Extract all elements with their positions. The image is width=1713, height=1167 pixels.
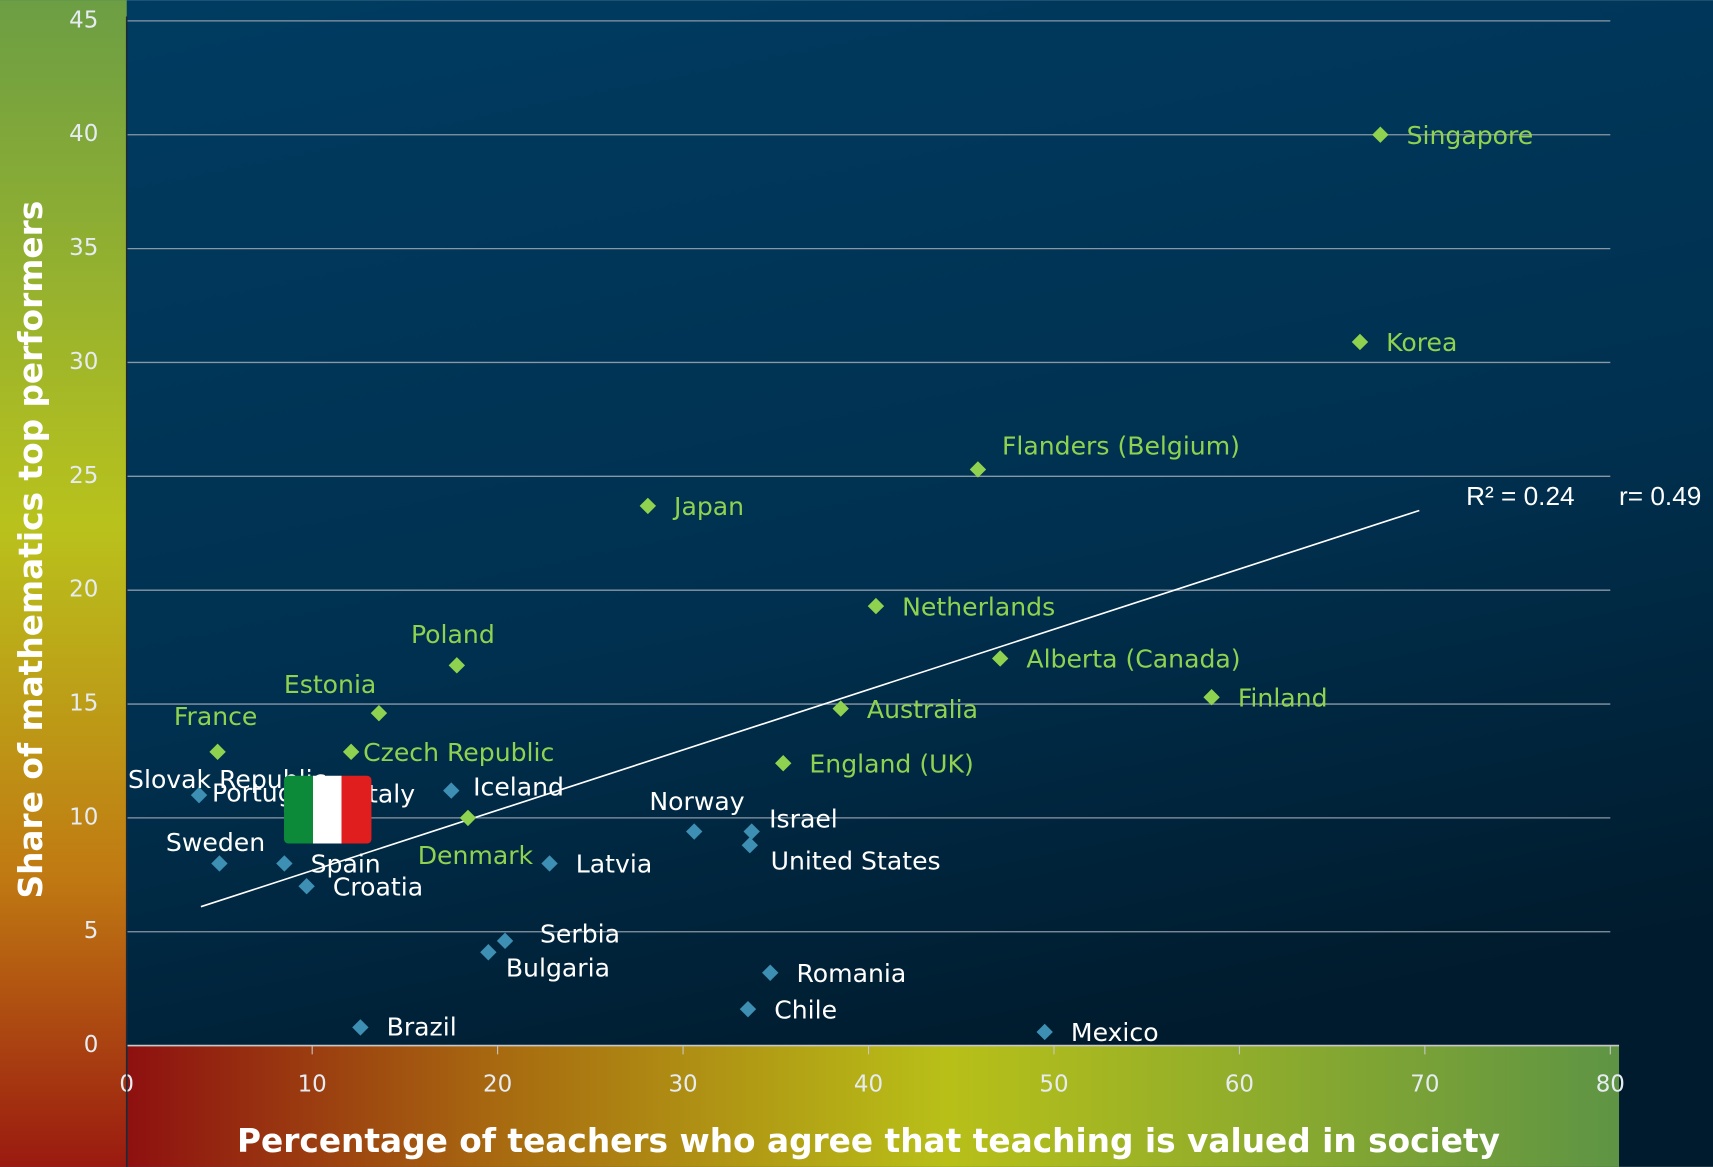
y-tick-label: 25: [69, 463, 98, 489]
point-label: England (UK): [809, 749, 973, 778]
point: [298, 878, 315, 895]
trendline: [200, 509, 1420, 908]
y-tick-label: 35: [69, 235, 98, 261]
point-label: France: [174, 702, 257, 731]
x-tick-label: 50: [1039, 1071, 1068, 1097]
annotation: R² = 0.24: [1466, 481, 1575, 511]
y-tick-label: 5: [84, 918, 99, 944]
point-label: Croatia: [333, 872, 423, 901]
x-tick-label: 20: [483, 1071, 512, 1097]
point-label: Estonia: [284, 670, 376, 699]
point-label: Romania: [796, 959, 906, 988]
point-label: Bulgaria: [506, 954, 610, 983]
point-label: Serbia: [540, 919, 620, 948]
point-label: Norway: [649, 787, 744, 816]
point-label: Alberta (Canada): [1026, 645, 1240, 674]
point-label: Chile: [774, 995, 837, 1024]
point: [775, 755, 792, 772]
x-tick-label: 60: [1225, 1071, 1254, 1097]
point-label: Japan: [672, 492, 744, 521]
point: [639, 497, 657, 515]
point: [459, 809, 477, 827]
point: [867, 597, 885, 615]
point-label: Flanders (Belgium): [1002, 432, 1240, 461]
y-tick-label: 20: [69, 577, 98, 603]
y-axis-title: Share of mathematics top performers: [12, 201, 50, 899]
point: [762, 964, 779, 981]
y-tick-label: 40: [69, 121, 98, 147]
annotation: r= 0.49: [1619, 481, 1701, 511]
point-label: Netherlands: [902, 592, 1055, 621]
point-label: Singapore: [1407, 121, 1534, 150]
point-label: Israel: [769, 805, 838, 834]
x-tick-label: 80: [1596, 1071, 1625, 1097]
point-label: United States: [771, 847, 941, 876]
point: [342, 743, 360, 761]
point-label: Denmark: [418, 841, 534, 870]
point: [443, 782, 460, 799]
point-label: Czech Republic: [363, 738, 554, 767]
point: [991, 650, 1009, 667]
point: [1203, 689, 1220, 706]
y-tick-label: 30: [69, 349, 98, 375]
point: [352, 1019, 369, 1036]
x-tick-label: 40: [854, 1071, 883, 1097]
point: [686, 823, 703, 840]
y-tick-label: 15: [69, 691, 98, 717]
point-label: Iceland: [473, 772, 564, 801]
point: [541, 855, 558, 872]
point: [209, 743, 226, 761]
bottom-band: [126, 1045, 1620, 1167]
left-band: [0, 0, 127, 1167]
point-label: Korea: [1386, 328, 1457, 357]
point-label: Finland: [1238, 683, 1328, 712]
x-tick-label: 70: [1410, 1071, 1439, 1097]
point-label: Australia: [867, 695, 978, 724]
point-label: Mexico: [1071, 1018, 1159, 1047]
point: [969, 461, 987, 478]
point-label: Sweden: [166, 828, 265, 857]
flag-icon: [284, 775, 372, 844]
point: [1372, 126, 1389, 143]
point: [496, 932, 514, 950]
x-tick-label: 30: [668, 1071, 697, 1097]
point: [211, 855, 228, 872]
point-label: Brazil: [387, 1012, 457, 1041]
y-tick-label: 0: [84, 1032, 99, 1058]
point-label: Poland: [411, 620, 495, 649]
y-tick-label: 10: [69, 804, 98, 830]
point: [739, 1000, 757, 1018]
point: [743, 823, 760, 840]
point: [1036, 1023, 1053, 1041]
x-tick-label: 10: [298, 1071, 327, 1097]
point: [276, 855, 293, 872]
y-tick-label: 45: [69, 7, 98, 33]
point: [741, 837, 759, 854]
point-label: Spain: [311, 850, 381, 879]
point: [190, 786, 208, 804]
point-label: Latvia: [576, 850, 652, 879]
x-axis-title: Percentage of teachers who agree that te…: [237, 1122, 1500, 1160]
